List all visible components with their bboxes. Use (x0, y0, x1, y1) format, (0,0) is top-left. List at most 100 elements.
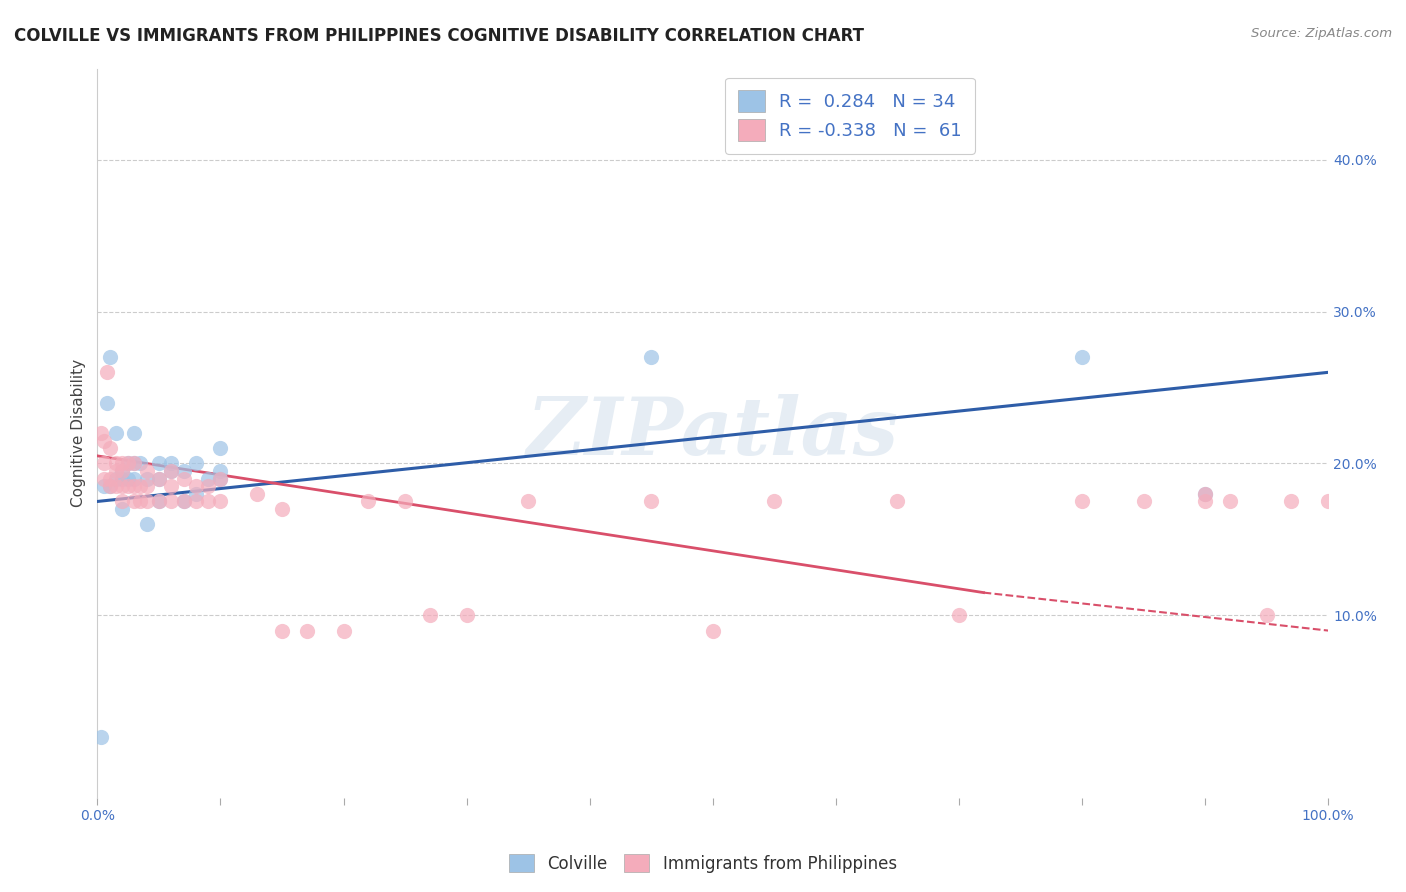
Point (124, 457, 146, 471)
Point (135, 517, 157, 532)
Point (135, 472, 157, 486)
Point (1317, 494, 1340, 508)
Point (111, 502, 134, 516)
Point (197, 479, 219, 493)
Point (93, 457, 115, 471)
Point (111, 464, 134, 478)
Point (271, 624, 294, 638)
Legend: Colville, Immigrants from Philippines: Colville, Immigrants from Philippines (502, 847, 904, 880)
Point (197, 494, 219, 508)
Point (1194, 487, 1216, 501)
Point (246, 487, 269, 501)
Point (124, 494, 146, 508)
Point (160, 464, 183, 478)
Point (124, 472, 146, 486)
Point (129, 457, 152, 471)
Point (117, 472, 139, 486)
Point (111, 464, 134, 478)
Point (148, 472, 170, 486)
Point (173, 472, 195, 486)
Point (184, 457, 207, 471)
Point (135, 494, 157, 508)
Point (184, 487, 207, 501)
Point (111, 457, 134, 471)
Point (456, 608, 478, 623)
Point (104, 426, 127, 441)
Point (1132, 494, 1154, 508)
Point (98, 479, 121, 493)
Point (419, 608, 441, 623)
Point (93, 479, 115, 493)
Point (98, 350, 121, 364)
Point (117, 457, 139, 471)
Point (124, 457, 146, 471)
Point (197, 472, 219, 486)
Text: COLVILLE VS IMMIGRANTS FROM PHILIPPINES COGNITIVE DISABILITY CORRELATION CHART: COLVILLE VS IMMIGRANTS FROM PHILIPPINES … (14, 27, 865, 45)
Y-axis label: Cognitive Disability: Cognitive Disability (72, 359, 86, 508)
Point (357, 494, 380, 508)
Point (135, 479, 157, 493)
Point (271, 502, 294, 516)
Point (93, 472, 115, 486)
Point (948, 608, 970, 623)
Point (160, 464, 183, 478)
Point (517, 494, 540, 508)
Point (90, 730, 112, 744)
Point (209, 494, 232, 508)
Point (160, 479, 183, 493)
Point (1194, 494, 1216, 508)
Point (98, 442, 121, 456)
Point (173, 464, 195, 478)
Point (295, 624, 318, 638)
Text: Source: ZipAtlas.com: Source: ZipAtlas.com (1251, 27, 1392, 40)
Point (148, 494, 170, 508)
Point (104, 464, 127, 478)
Point (98, 472, 121, 486)
Point (90, 426, 112, 441)
Legend: R =  0.284   N = 34, R = -0.338   N =  61: R = 0.284 N = 34, R = -0.338 N = 61 (725, 78, 974, 154)
Point (160, 494, 183, 508)
Point (173, 494, 195, 508)
Point (124, 479, 146, 493)
Point (148, 457, 170, 471)
Point (160, 457, 183, 471)
Point (209, 472, 232, 486)
Point (886, 494, 908, 508)
Point (1194, 487, 1216, 501)
Point (117, 457, 139, 471)
Point (1071, 494, 1094, 508)
Point (702, 624, 724, 638)
Point (148, 494, 170, 508)
Point (1071, 350, 1094, 364)
Point (209, 464, 232, 478)
Point (763, 494, 786, 508)
Point (111, 472, 134, 486)
Point (111, 494, 134, 508)
Point (332, 624, 354, 638)
Point (96, 395, 118, 409)
Point (184, 494, 207, 508)
Point (104, 457, 127, 471)
Point (117, 479, 139, 493)
Point (1279, 494, 1302, 508)
Point (104, 472, 127, 486)
Point (1256, 608, 1278, 623)
Point (96, 365, 118, 379)
Point (184, 479, 207, 493)
Point (104, 479, 127, 493)
Point (1219, 494, 1241, 508)
Point (93, 434, 115, 448)
Point (209, 442, 232, 456)
Point (394, 494, 416, 508)
Point (129, 494, 152, 508)
Point (98, 479, 121, 493)
Point (124, 426, 146, 441)
Point (135, 464, 157, 478)
Point (173, 494, 195, 508)
Point (640, 494, 662, 508)
Text: ZIPatlas: ZIPatlas (527, 394, 898, 472)
Point (129, 479, 152, 493)
Point (209, 472, 232, 486)
Point (111, 479, 134, 493)
Point (148, 472, 170, 486)
